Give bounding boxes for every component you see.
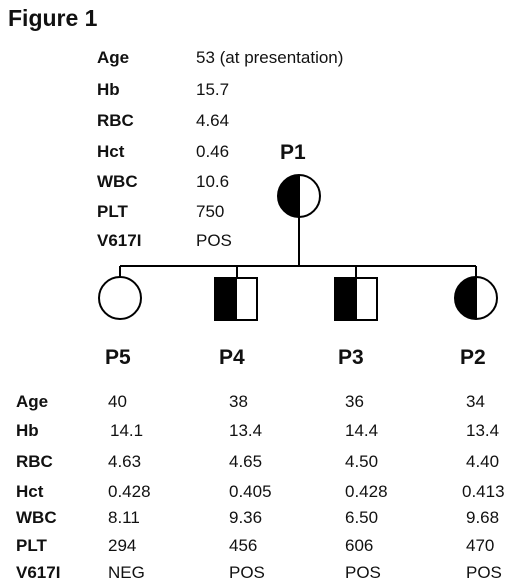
table-label-wbc: WBC [16,508,57,527]
table-cell: 34 [466,392,485,411]
proband-value-age: 53 (at presentation) [196,48,344,67]
table-label-plt: PLT [16,536,47,555]
proband-label-v617i: V617I [97,231,142,250]
p4-symbol [214,277,258,321]
proband-value-wbc: 10.6 [196,172,230,191]
child-id-p3: P3 [338,346,364,369]
child-id-p5: P5 [105,346,131,369]
table-label-rbc: RBC [16,452,53,471]
proband-label-hct: Hct [97,142,125,161]
table-cell: 0.405 [229,482,272,501]
table-cell: 8.11 [108,508,140,527]
proband-value-rbc: 4.64 [196,111,230,130]
proband-label-rbc: RBC [97,111,134,130]
table-cell: POS [466,563,502,582]
p2-symbol [454,276,498,320]
proband-id-label: P1 [280,141,306,164]
proband-symbol [277,174,321,218]
proband-value-hb: 15.7 [196,80,230,99]
table-cell: 456 [229,536,258,555]
table-label-hb: Hb [16,421,39,440]
table-cell: 4.65 [229,452,263,471]
proband-label-hb: Hb [97,80,120,99]
table-cell: 6.50 [345,508,379,527]
table-cell: 40 [108,392,127,411]
table-cell: 294 [108,536,137,555]
table-cell: 470 [466,536,495,555]
table-cell: 13.4 [229,421,263,440]
table-cell: 9.68 [466,508,500,527]
proband-value-plt: 750 [196,202,225,221]
table-cell: 9.36 [229,508,263,527]
table-cell: POS [229,563,265,582]
table-cell: 14.4 [345,421,379,440]
descent-lines [119,217,477,278]
table-cell: 14.1 [110,421,144,440]
proband-label-wbc: WBC [97,172,138,191]
table-cell: 36 [345,392,364,411]
proband-value-v617i: POS [196,231,232,250]
figure-title: Figure 1 [8,5,98,31]
child-id-p2: P2 [460,346,486,369]
table-cell: 13.4 [466,421,500,440]
table-cell: 4.63 [108,452,142,471]
table-label-age: Age [16,392,49,411]
table-cell: 0.428 [108,482,151,501]
table-cell: 38 [229,392,248,411]
table-cell: NEG [108,563,145,582]
table-cell: POS [345,563,381,582]
table-cell: 4.40 [466,452,500,471]
p3-symbol [334,277,378,321]
table-cell: 0.428 [345,482,388,501]
p5-symbol [98,276,142,320]
table-cell: 0.413 [462,482,505,501]
proband-label-plt: PLT [97,202,128,221]
proband-label-age: Age [97,48,130,67]
child-id-p4: P4 [219,346,245,369]
table-label-hct: Hct [16,482,44,501]
proband-value-hct: 0.46 [196,142,230,161]
table-cell: 4.50 [345,452,379,471]
table-label-v617i: V617I [16,563,61,582]
table-cell: 606 [345,536,374,555]
